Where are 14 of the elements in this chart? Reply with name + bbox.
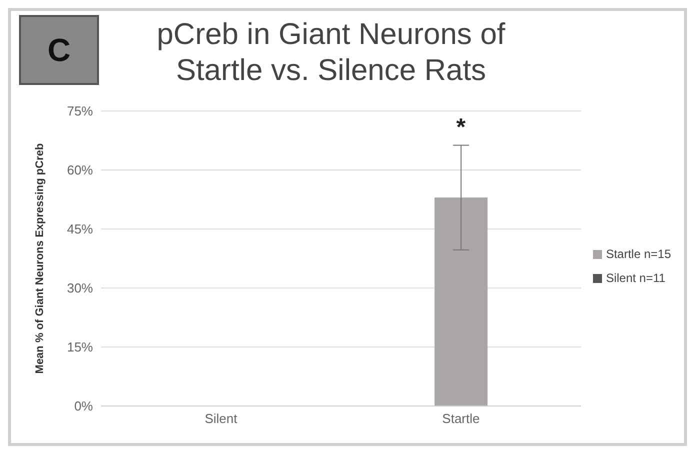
y-tick-label: 75% (66, 104, 94, 119)
y-tick-label: 15% (66, 340, 94, 355)
annotation: * (456, 114, 466, 142)
chart-title: pCreb in Giant Neurons of Startle vs. Silence Rats (156, 17, 506, 89)
legend-label: Startle n=15 (604, 247, 671, 261)
y-tick-label: 45% (66, 222, 94, 237)
text: C (19, 15, 99, 85)
y-tick-label: 0% (74, 398, 94, 414)
y-axis-title: Mean % of Giant Neurons Expressing pCreb (34, 143, 46, 374)
y-tick-label: 30% (66, 280, 94, 296)
y-tick-label: 60% (66, 162, 94, 178)
x-tick-label: Silent (204, 411, 238, 426)
legend-label: Silent n=11 (604, 271, 666, 285)
x-tick-label: Startle (442, 411, 480, 426)
